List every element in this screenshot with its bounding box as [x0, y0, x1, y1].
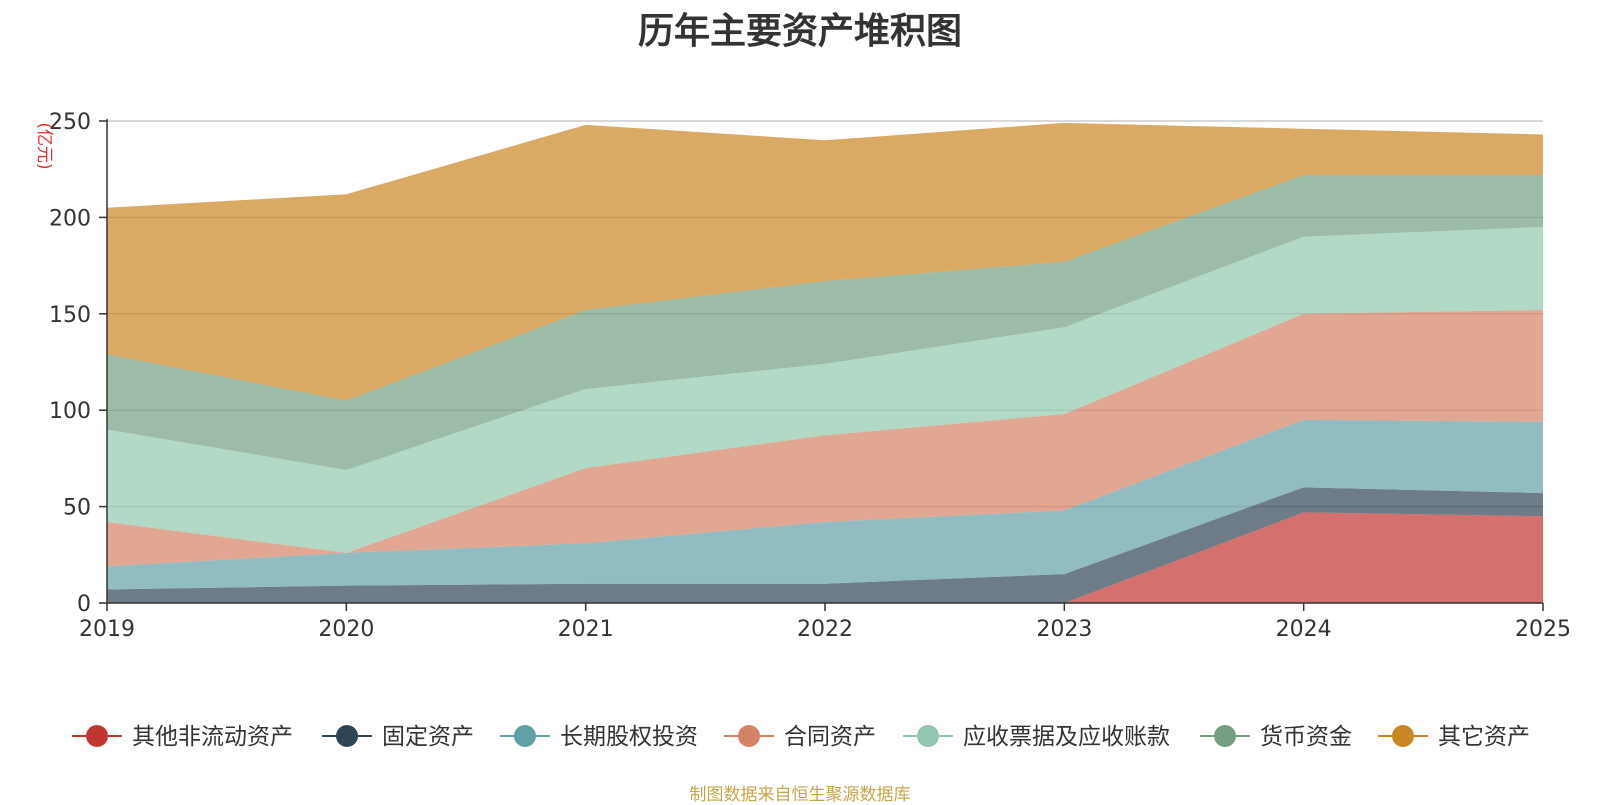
y-tick-label-250: 250	[49, 110, 91, 135]
legend-label: 合同资产	[784, 724, 876, 750]
y-tick-label-100: 100	[49, 399, 91, 424]
legend-label: 其他非流动资产	[132, 724, 293, 750]
area-series-1	[107, 512, 1543, 603]
legend-marker	[1392, 725, 1414, 747]
axes: 0 50 100 150 200 250 2019 2020 2021 2022 2023 2024 2…	[34, 110, 1571, 642]
y-tick-label-50: 50	[63, 496, 91, 521]
area-series-6	[107, 174, 1543, 470]
area-series-7	[107, 122, 1543, 401]
legend-label: 货币资金	[1260, 724, 1352, 750]
x-tick-label-2024: 2024	[1276, 617, 1332, 642]
legend-marker	[917, 725, 939, 747]
legend-item-2: 固定资产	[322, 724, 474, 750]
legend-item-5: 应收票据及应收账款	[903, 724, 1170, 750]
y-tick-label-150: 150	[49, 303, 91, 328]
x-tick-label-2021: 2021	[558, 617, 614, 642]
legend-item-4: 合同资产	[724, 724, 876, 750]
source-note: 制图数据来自恒生聚源数据库	[689, 785, 911, 805]
x-tick-label-2023: 2023	[1036, 617, 1092, 642]
y-tick-label-200: 200	[49, 206, 91, 231]
legend-marker	[738, 725, 760, 747]
x-tick-label-2025: 2025	[1515, 617, 1571, 642]
chart-title: 历年主要资产堆积图	[637, 11, 962, 52]
legend-marker	[86, 725, 108, 747]
legend-marker	[514, 725, 536, 747]
legend-label: 其它资产	[1438, 724, 1530, 750]
legend-marker	[1214, 725, 1236, 747]
area-series	[107, 122, 1543, 603]
legend-item-7: 其它资产	[1378, 724, 1530, 750]
y-tick-label-0: 0	[77, 592, 91, 617]
legend-item-6: 货币资金	[1200, 724, 1352, 750]
legend-label: 应收票据及应收账款	[963, 724, 1170, 750]
x-tick-label-2020: 2020	[318, 617, 374, 642]
area-series-3	[107, 419, 1543, 590]
x-tick-label-2019: 2019	[79, 617, 135, 642]
legend-item-1: 其他非流动资产	[72, 724, 293, 750]
area-series-4	[107, 309, 1543, 567]
legend: 其他非流动资产 固定资产 长期股权投资 合同资产 应收票据及应收账款 货币资金 其它资产	[72, 724, 1530, 750]
x-tick-label-2022: 2022	[797, 617, 853, 642]
legend-marker	[336, 725, 358, 747]
area-series-2	[107, 487, 1543, 603]
legend-item-3: 长期股权投资	[500, 724, 698, 750]
area-series-5	[107, 227, 1543, 553]
legend-label: 长期股权投资	[560, 724, 698, 750]
y-axis-unit: (亿元)	[34, 122, 54, 169]
legend-label: 固定资产	[382, 724, 474, 750]
